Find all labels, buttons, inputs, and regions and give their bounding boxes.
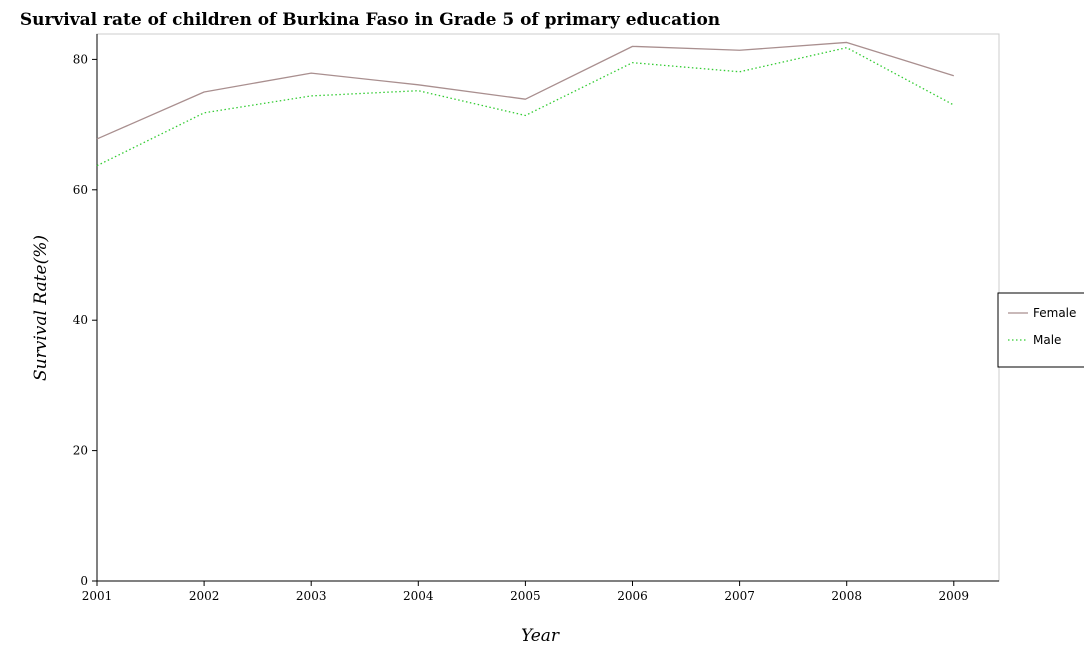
x-tick-label: 2003 [296, 589, 327, 603]
x-tick-label: 2001 [82, 589, 113, 603]
y-tick-label: 20 [73, 444, 88, 458]
y-axis-label: Survival Rate(%) [31, 235, 51, 381]
x-tick-label: 2007 [724, 589, 755, 603]
x-ticks: 2001 2002 2003 2004 2005 2006 2007 2008 2009 [82, 581, 969, 603]
x-tick-label: 2005 [510, 589, 541, 603]
series-layer [96, 41, 955, 167]
y-tick-label: 80 [73, 52, 88, 66]
legend: Female Male [997, 292, 1084, 368]
plot-area [96, 33, 1000, 582]
legend-label-male: Male [1033, 333, 1061, 347]
y-ticks: 0 20 40 60 80 [73, 52, 97, 588]
x-tick-label: 2004 [403, 589, 434, 603]
chart-title: Survival rate of children of Burkina Fas… [20, 10, 720, 30]
x-tick-label: 2002 [189, 589, 220, 603]
x-tick-label: 2009 [939, 589, 970, 603]
legend-label-female: Female [1033, 306, 1076, 320]
y-tick-label: 60 [73, 183, 88, 197]
y-tick-label: 0 [80, 574, 88, 588]
y-tick-label: 40 [73, 313, 88, 327]
x-tick-label: 2006 [617, 589, 648, 603]
legend-box [997, 292, 1084, 368]
x-axis-label: Year [521, 626, 560, 646]
x-tick-label: 2008 [831, 589, 862, 603]
